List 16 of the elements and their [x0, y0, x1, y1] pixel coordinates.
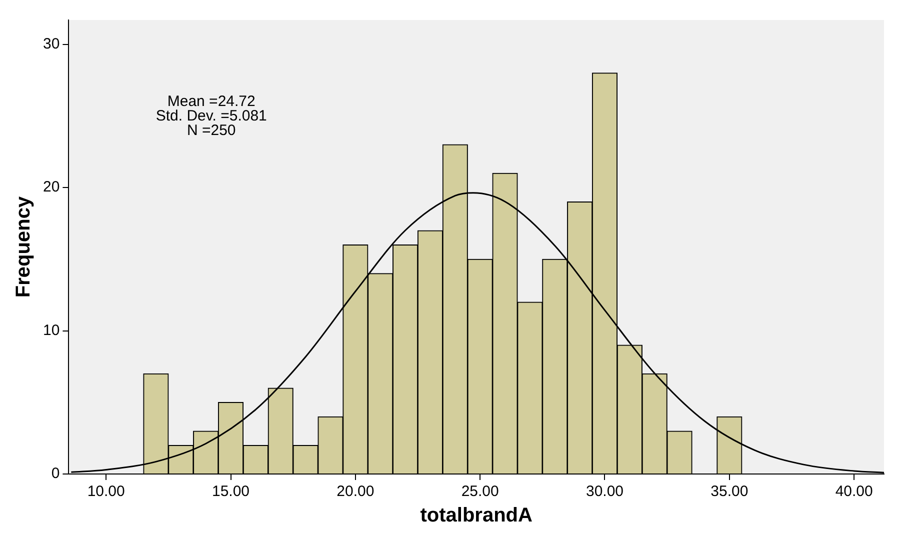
y-tick-label: 10 — [42, 322, 60, 339]
x-tick-label: 20.00 — [336, 483, 374, 500]
y-tick-label: 30 — [42, 35, 60, 52]
annotation: Mean =24.72 — [167, 93, 256, 110]
annotation: N =250 — [186, 122, 236, 140]
x-tick-label: 40.00 — [835, 483, 873, 500]
y-axis-title: Frequency — [12, 196, 35, 298]
x-tick-label: 25.00 — [461, 483, 499, 500]
x-tick-label: 35.00 — [710, 483, 748, 500]
x-tick-label: 30.00 — [586, 483, 624, 500]
x-axis-title: totalbrandA — [420, 504, 532, 527]
x-tick-label: 10.00 — [87, 483, 125, 500]
y-tick-label: 20 — [42, 178, 60, 196]
x-tick-label: 15.00 — [212, 483, 250, 500]
annotation: Std. Dev. =5.081 — [156, 108, 267, 125]
y-tick-label: 0 — [51, 465, 60, 482]
